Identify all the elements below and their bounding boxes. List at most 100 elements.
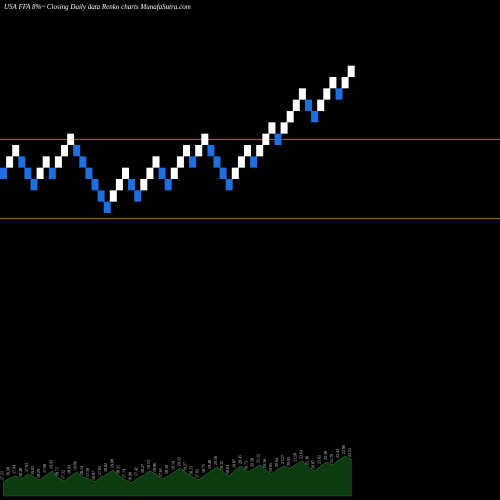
renko-brick: [54, 156, 62, 168]
renko-brick: [36, 167, 44, 179]
renko-brick: [244, 145, 251, 157]
volume-label: 19.02: [30, 466, 35, 475]
renko-brick: [128, 179, 136, 191]
volume-label: 18.64: [225, 465, 230, 474]
renko-brick: [61, 145, 68, 157]
renko-brick: [91, 179, 99, 191]
renko-brick: [311, 111, 319, 123]
reference-lines: [0, 138, 500, 220]
volume-label: 19.27: [183, 462, 188, 471]
volume-label: 19.87: [231, 459, 236, 468]
volume-label: 17.39: [85, 468, 90, 477]
renko-brick: [42, 156, 50, 168]
volume-label: 20.58: [250, 458, 255, 467]
volume-label: 20.36: [262, 459, 267, 468]
volume-label: 20.45: [237, 455, 242, 464]
volume-label: 19.32: [219, 461, 224, 470]
renko-brick: [189, 156, 197, 168]
volume-label: 21.12: [256, 454, 261, 463]
volume-label: 18.31: [115, 465, 120, 474]
volume-label: 16.87: [91, 471, 96, 480]
volume-label: 18.75: [54, 467, 59, 476]
volume-label: 18.29: [36, 469, 41, 478]
renko-brick: [201, 133, 209, 145]
volume-label: 18.27: [140, 464, 145, 473]
volume-label: 21.36: [305, 456, 310, 465]
volume-label: 18.62: [103, 463, 108, 472]
renko-brick: [195, 145, 203, 157]
volume-label: 19.66: [73, 461, 78, 470]
volume-label: 19.53: [146, 460, 151, 469]
renko-brick: [183, 145, 190, 157]
volume-label: 20.16: [213, 456, 218, 465]
volume-label: 20.64: [274, 458, 279, 467]
renko-brick: [48, 167, 56, 179]
renko-brick: [213, 156, 221, 168]
volume-label: 17.21: [0, 471, 5, 480]
renko-brick: [79, 156, 87, 168]
volume-label: 17.83: [195, 469, 200, 478]
renko-brick: [274, 133, 282, 145]
volume-label: 18.55: [189, 466, 194, 475]
renko-brick: [231, 167, 239, 179]
renko-brick: [170, 167, 178, 179]
renko-brick: [305, 99, 312, 111]
renko-brick: [18, 156, 26, 168]
volume-label: 18.86: [152, 463, 157, 472]
renko-brick: [250, 156, 258, 168]
renko-brick: [134, 190, 142, 202]
renko-brick: [67, 133, 75, 145]
volume-label: 22.18: [323, 451, 328, 460]
renko-brick: [97, 190, 105, 202]
renko-brick: [73, 145, 81, 157]
renko-brick: [262, 133, 270, 145]
renko-brick: [152, 156, 160, 168]
renko-brick: [225, 179, 233, 191]
volume-label: 17.61: [158, 468, 163, 477]
volume-label: 18.93: [67, 465, 72, 474]
renko-brick: [280, 122, 288, 134]
volume-label: 17.95: [97, 466, 102, 475]
renko-brick: [237, 156, 245, 168]
volume-label: 20.87: [311, 460, 316, 469]
volume-label: 22.51: [347, 448, 352, 457]
renko-brick: [164, 179, 172, 191]
renko-brick: [176, 156, 184, 168]
volume-label: 22.04: [298, 450, 303, 459]
renko-brick: [122, 167, 129, 179]
renko-brick: [292, 99, 300, 111]
renko-brick: [323, 88, 331, 100]
volume-label: 21.79: [329, 454, 334, 463]
volume-area: [3, 455, 352, 497]
volume-label: 19.73: [244, 461, 249, 470]
volume-label: 18.48: [18, 468, 23, 477]
volume-label: 17.63: [24, 463, 29, 472]
renko-brick: [158, 167, 166, 179]
volume-label: 18.39: [164, 465, 169, 474]
renko-brick: [30, 179, 38, 191]
renko-brick: [103, 201, 111, 213]
renko-brick: [298, 88, 306, 100]
renko-brick: [347, 65, 355, 77]
renko-brick: [329, 77, 337, 89]
volume-label: 19.14: [170, 461, 175, 470]
volume-label: 21.62: [317, 455, 322, 464]
renko-brick: [256, 145, 264, 157]
renko-brick: [0, 167, 7, 179]
renko-brick: [140, 179, 148, 191]
renko-brick: [317, 99, 325, 111]
volume-label: 21.27: [280, 455, 285, 464]
renko-brick: [24, 167, 32, 179]
volume-label: 17.52: [61, 470, 66, 479]
volume-label: 16.58: [6, 467, 11, 476]
renko-brick: [85, 167, 93, 179]
volume-label: 17.88: [42, 464, 47, 473]
renko-brick: [12, 145, 20, 157]
renko-brick: [6, 156, 14, 168]
volume-label: 20.93: [286, 457, 291, 466]
renko-bricks: [0, 65, 355, 213]
chart-title: USA FFA 8%~ Closing Daily data Renko cha…: [4, 3, 191, 11]
